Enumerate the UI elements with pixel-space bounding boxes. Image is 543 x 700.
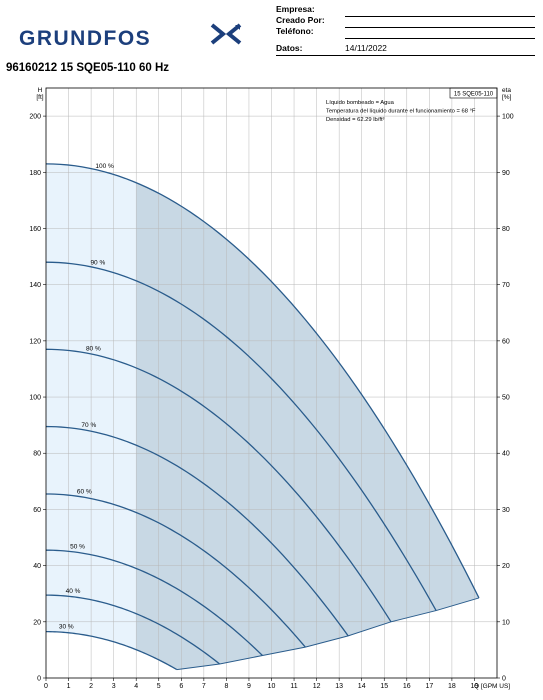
left-tick-label: 80 <box>33 451 41 458</box>
bottom-tick-label: 9 <box>247 683 251 690</box>
bottom-tick-label: 16 <box>403 683 411 690</box>
right-tick-label: 100 <box>502 114 514 121</box>
bottom-tick-label: 14 <box>358 683 366 690</box>
bottom-tick-label: 10 <box>268 683 276 690</box>
bottom-tick-label: 15 <box>380 683 388 690</box>
bottom-tick-label: 4 <box>134 683 138 690</box>
bottom-tick-label: 3 <box>112 683 116 690</box>
left-axis-unit: [ft] <box>36 94 43 101</box>
curve-30-percent <box>45 630 178 671</box>
curve-100-percent <box>45 163 480 599</box>
right-axis-symbol: eta <box>502 87 511 94</box>
field-line-company <box>345 16 535 17</box>
field-line-date <box>276 55 535 56</box>
curve-label: 80 % <box>86 345 101 352</box>
field-label-created-by: Creado Por: <box>276 15 325 25</box>
brand-logo: GRUNDFOS <box>19 27 152 50</box>
left-tick-label: 160 <box>29 226 41 233</box>
document-title: 96160212 15 SQE05-110 60 Hz <box>6 62 170 74</box>
bottom-tick-label: 8 <box>224 683 228 690</box>
bottom-tick-label: 6 <box>179 683 183 690</box>
left-axis-symbol: H <box>38 87 43 94</box>
plot-frame <box>45 87 498 679</box>
field-label-company: Empresa: <box>276 4 315 14</box>
curve-80-percent <box>45 348 392 623</box>
field-value-date: 14/11/2022 <box>345 43 387 53</box>
curve-50-percent <box>45 549 263 656</box>
end-of-curve-boundary <box>176 597 480 671</box>
right-tick-label: 50 <box>502 395 510 402</box>
right-tick-label: 40 <box>502 451 510 458</box>
curve-tag: 15 SQE05-110 <box>454 92 494 98</box>
bottom-tick-label: 17 <box>425 683 433 690</box>
left-tick-label: 100 <box>29 395 41 402</box>
right-tick-label: 30 <box>502 507 510 514</box>
left-tick-label: 140 <box>29 282 41 289</box>
condition-line: Densidad = 62.29 lb/ft³ <box>326 117 385 123</box>
left-tick-label: 200 <box>29 114 41 121</box>
bottom-tick-label: 7 <box>202 683 206 690</box>
curve-label: 60 % <box>77 488 92 495</box>
condition-line: Temperatura del líquido durante el funci… <box>326 109 476 115</box>
curve-40-percent <box>45 594 221 665</box>
operating-region <box>46 163 479 670</box>
bottom-tick-label: 5 <box>157 683 161 690</box>
curve-label: 40 % <box>66 588 81 595</box>
right-tick-label: 70 <box>502 282 510 289</box>
bottom-tick-label: 12 <box>313 683 321 690</box>
right-tick-label: 60 <box>502 338 510 345</box>
left-tick-label: 60 <box>33 507 41 514</box>
field-line-phone <box>345 38 535 39</box>
left-tick-label: 120 <box>29 338 41 345</box>
curve-90-percent <box>45 261 437 611</box>
right-tick-label: 80 <box>502 226 510 233</box>
field-line-created-by <box>345 27 535 28</box>
curve-label: 30 % <box>59 624 74 631</box>
curve-label: 100 % <box>95 163 114 170</box>
bottom-tick-label: 2 <box>89 683 93 690</box>
right-axis-unit: [%] <box>502 94 512 101</box>
condition-line: Líquido bombeado = Agua <box>326 100 395 106</box>
bottom-tick-label: 19 <box>471 683 479 690</box>
field-label-phone: Teléfono: <box>276 26 314 36</box>
right-tick-label: 0 <box>502 676 506 683</box>
curve-70-percent <box>45 425 349 637</box>
curve-60-percent <box>45 493 306 648</box>
left-tick-label: 180 <box>29 170 41 177</box>
right-tick-label: 10 <box>502 619 510 626</box>
left-tick-label: 40 <box>33 563 41 570</box>
curve-label: 70 % <box>81 422 96 429</box>
left-tick-label: 0 <box>37 676 41 683</box>
curve-label: 50 % <box>70 543 85 550</box>
grundfos-x-icon <box>210 23 242 45</box>
field-label-date: Datos: <box>276 43 303 53</box>
x-axis-label: Q [GPM US] <box>474 683 510 690</box>
bottom-tick-label: 0 <box>44 683 48 690</box>
left-tick-label: 20 <box>33 619 41 626</box>
bottom-tick-label: 1 <box>67 683 71 690</box>
bottom-tick-label: 13 <box>335 683 343 690</box>
bottom-tick-label: 18 <box>448 683 456 690</box>
right-tick-label: 20 <box>502 563 510 570</box>
curve-label: 90 % <box>90 259 105 266</box>
bottom-tick-label: 11 <box>290 683 297 690</box>
right-tick-label: 90 <box>502 170 510 177</box>
